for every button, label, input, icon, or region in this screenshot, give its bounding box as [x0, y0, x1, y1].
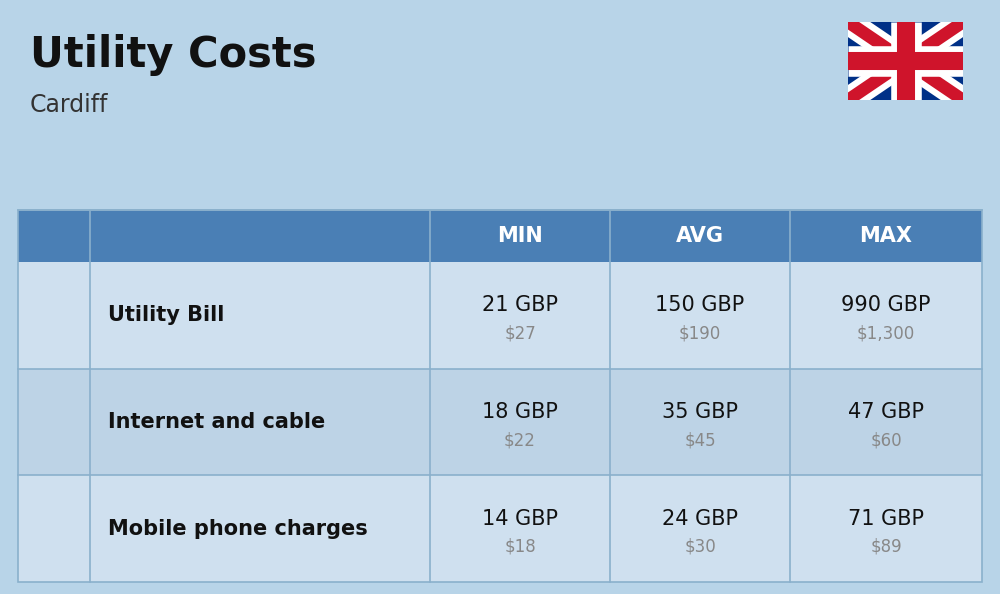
Bar	[18, 475, 982, 582]
Text: Cardiff: Cardiff	[30, 93, 108, 117]
Text: AVG: AVG	[676, 226, 724, 246]
Text: $22: $22	[504, 431, 536, 449]
Text: 35 GBP: 35 GBP	[662, 402, 738, 422]
Text: $190: $190	[679, 324, 721, 342]
Text: Mobile phone charges: Mobile phone charges	[108, 519, 368, 539]
Bar	[18, 369, 982, 475]
Text: $60: $60	[870, 431, 902, 449]
Bar	[848, 22, 963, 100]
Text: 990 GBP: 990 GBP	[841, 295, 931, 315]
Text: $27: $27	[504, 324, 536, 342]
Text: 21 GBP: 21 GBP	[482, 295, 558, 315]
Text: 18 GBP: 18 GBP	[482, 402, 558, 422]
Text: $89: $89	[870, 538, 902, 555]
Text: 14 GBP: 14 GBP	[482, 508, 558, 529]
Text: MAX: MAX	[860, 226, 912, 246]
Text: 47 GBP: 47 GBP	[848, 402, 924, 422]
Text: $1,300: $1,300	[857, 324, 915, 342]
Text: 71 GBP: 71 GBP	[848, 508, 924, 529]
Text: Utility Costs: Utility Costs	[30, 34, 316, 76]
Text: 24 GBP: 24 GBP	[662, 508, 738, 529]
Bar	[18, 210, 982, 582]
Text: $18: $18	[504, 538, 536, 555]
Text: 150 GBP: 150 GBP	[655, 295, 745, 315]
Text: $30: $30	[684, 538, 716, 555]
Bar	[18, 210, 982, 262]
Text: Internet and cable: Internet and cable	[108, 412, 325, 432]
Text: $45: $45	[684, 431, 716, 449]
Bar	[18, 262, 982, 369]
Text: MIN: MIN	[497, 226, 543, 246]
Text: Utility Bill: Utility Bill	[108, 305, 224, 326]
